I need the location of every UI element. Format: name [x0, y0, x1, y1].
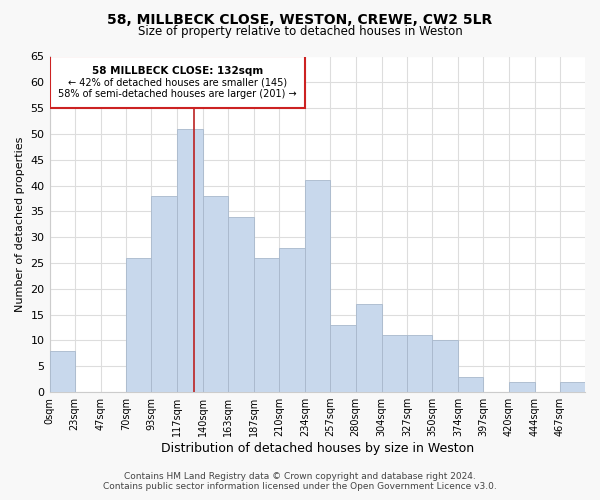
Bar [458, 376, 484, 392]
Bar [227, 216, 254, 392]
Bar [203, 196, 227, 392]
Bar [407, 336, 432, 392]
Bar [382, 336, 407, 392]
Text: Size of property relative to detached houses in Weston: Size of property relative to detached ho… [137, 25, 463, 38]
Text: 58% of semi-detached houses are larger (201) →: 58% of semi-detached houses are larger (… [58, 88, 297, 99]
Bar [356, 304, 382, 392]
Y-axis label: Number of detached properties: Number of detached properties [15, 136, 25, 312]
Bar [509, 382, 535, 392]
Bar [331, 325, 356, 392]
Bar [305, 180, 331, 392]
FancyBboxPatch shape [50, 56, 305, 108]
Bar [126, 258, 151, 392]
Text: ← 42% of detached houses are smaller (145): ← 42% of detached houses are smaller (14… [68, 77, 287, 87]
Text: 58 MILLBECK CLOSE: 132sqm: 58 MILLBECK CLOSE: 132sqm [92, 66, 263, 76]
Bar [560, 382, 585, 392]
Text: Contains HM Land Registry data © Crown copyright and database right 2024.
Contai: Contains HM Land Registry data © Crown c… [103, 472, 497, 491]
Text: 58, MILLBECK CLOSE, WESTON, CREWE, CW2 5LR: 58, MILLBECK CLOSE, WESTON, CREWE, CW2 5… [107, 12, 493, 26]
Bar [279, 248, 305, 392]
Bar [254, 258, 279, 392]
Bar [50, 351, 74, 392]
X-axis label: Distribution of detached houses by size in Weston: Distribution of detached houses by size … [161, 442, 474, 455]
Bar [151, 196, 178, 392]
Bar [432, 340, 458, 392]
Bar [178, 129, 203, 392]
